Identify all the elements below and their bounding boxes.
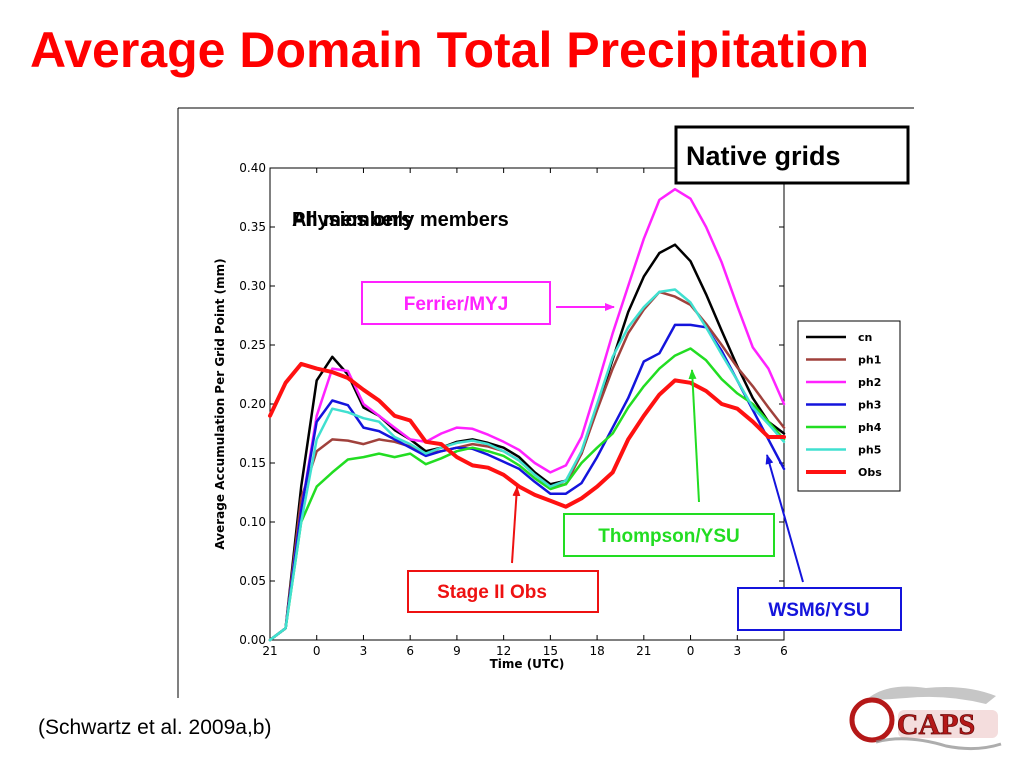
legend-label-ph4: ph4	[858, 421, 882, 434]
ferrier-callout-label: Ferrier/MYJ	[404, 294, 509, 315]
stage-obs-arrow	[511, 486, 521, 564]
y-tick-label: 0.40	[239, 161, 266, 175]
series-line-ph5	[268, 288, 786, 642]
y-tick-label: 0.35	[239, 220, 266, 234]
x-tick-label: 3	[360, 644, 368, 658]
thompson-callout-label: Thompson/YSU	[598, 526, 739, 547]
legend-label-cn: cn	[858, 331, 872, 344]
legend-label-Obs: Obs	[858, 466, 882, 479]
caps-logo: CAPS	[849, 686, 1002, 751]
x-axis: 21 0 3 6 9 12 15 18 21 0 3 6	[262, 168, 788, 658]
wsm6-arrow	[765, 454, 804, 583]
series-line-ph4	[268, 347, 786, 642]
legend-label-ph2: ph2	[858, 376, 881, 389]
thompson-arrow	[688, 369, 700, 503]
series-layer	[268, 187, 786, 642]
y-tick-label: 0.10	[239, 515, 266, 529]
x-tick-label: 3	[733, 644, 741, 658]
legend-frame	[797, 320, 901, 492]
y-axis-label: Average Accumulation Per Grid Point (mm)	[213, 258, 227, 549]
x-tick-label: 21	[636, 644, 651, 658]
x-tick-label: 18	[589, 644, 604, 658]
y-tick-label: 0.25	[239, 338, 266, 352]
wsm6-callout-box	[737, 587, 902, 631]
wsm6-callout-label: WSM6/YSU	[768, 600, 869, 621]
x-tick-label: 12	[496, 644, 511, 658]
x-tick-label: 6	[780, 644, 788, 658]
x-tick-label: 15	[543, 644, 558, 658]
y-tick-label: 0.00	[239, 633, 266, 647]
series-line-cn	[268, 243, 786, 642]
overlay-title-all-members: All members	[292, 209, 412, 231]
x-tick-label: 0	[313, 644, 321, 658]
stage-obs-callout-box	[407, 570, 599, 613]
native-grids-label: Native grids	[686, 141, 841, 171]
legend-label-ph5: ph5	[858, 444, 881, 457]
x-axis-label: Time (UTC)	[490, 657, 565, 671]
x-tick-label: 0	[687, 644, 695, 658]
native-grids-box	[674, 125, 910, 185]
y-tick-label: 0.15	[239, 456, 266, 470]
overlay-title-physics-members: Physics only members	[292, 209, 509, 231]
legend-label-ph3: ph3	[858, 399, 881, 412]
citation: (Schwartz et al. 2009a,b)	[38, 716, 272, 739]
legend: cn ph1 ph2 ph3 ph4 ph5 Obs	[797, 320, 901, 492]
plot-area	[269, 167, 785, 641]
thompson-callout-box	[563, 513, 775, 557]
x-tick-label: 9	[453, 644, 461, 658]
x-tick-label: 21	[262, 644, 277, 658]
caps-logo-text: CAPS	[897, 708, 975, 741]
legend-label-ph1: ph1	[858, 354, 881, 367]
y-tick-label: 0.05	[239, 574, 266, 588]
y-axis: 0.00 0.05 0.10 0.15 0.20 0.25 0.30 0.35 0.40	[239, 161, 784, 647]
y-tick-label: 0.20	[239, 397, 266, 411]
stage-obs-callout-label: Stage II Obs	[437, 582, 547, 603]
x-tick-label: 6	[406, 644, 414, 658]
slide-title: Average Domain Total Precipitation	[30, 22, 870, 78]
y-tick-label: 0.30	[239, 279, 266, 293]
series-line-Obs	[268, 361, 786, 509]
ferrier-callout-box	[361, 281, 551, 325]
series-line-ph2	[268, 187, 786, 642]
